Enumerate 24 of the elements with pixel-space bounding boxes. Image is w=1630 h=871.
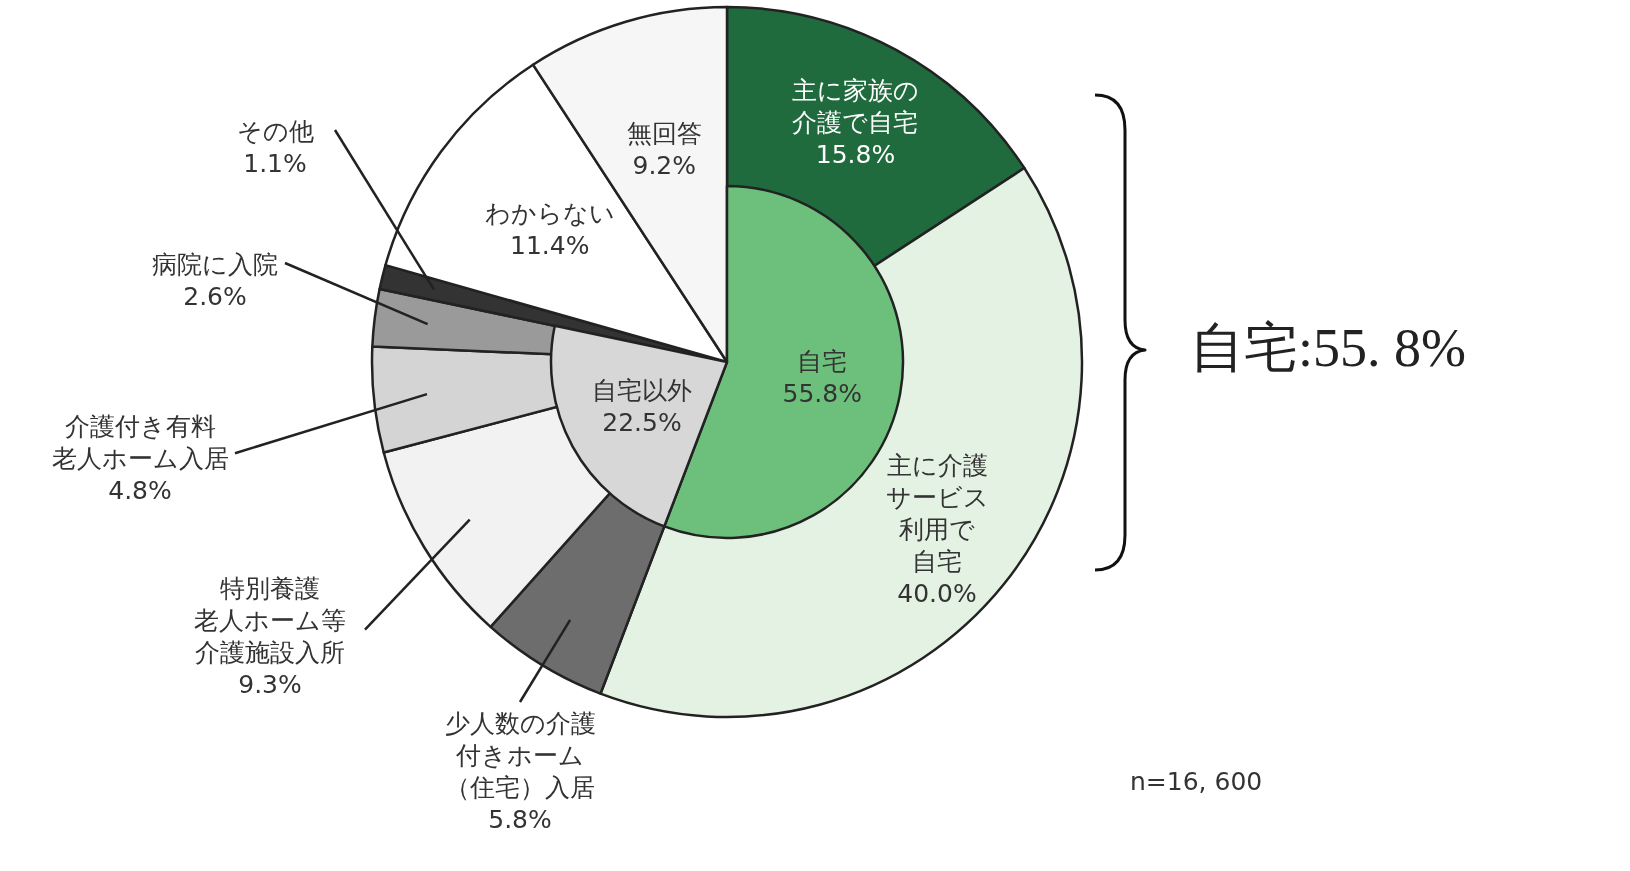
slice-label: 介護付き有料老人ホーム入居 xyxy=(51,412,229,473)
text: n=16, 600 xyxy=(1130,767,1263,796)
data-label: 9.3% xyxy=(238,670,302,699)
slice-label: 主に介護サービス利用で自宅 xyxy=(885,450,989,576)
data-label: 55.8% xyxy=(782,379,862,409)
slice-label: その他 xyxy=(236,117,314,146)
slice-label: 病院に入院 xyxy=(152,250,278,279)
slice-label: 自宅以外 xyxy=(592,375,693,405)
slice-label: 主に家族の介護で自宅 xyxy=(791,76,919,138)
data-label: 5.8% xyxy=(488,805,552,834)
data-label: 11.4% xyxy=(510,231,590,261)
slice-label: わからない xyxy=(484,199,615,229)
slice-label: 自宅 xyxy=(797,347,848,377)
slice-label: 特別養護老人ホーム等介護施設入所 xyxy=(194,574,346,667)
data-label: 9.2% xyxy=(632,150,697,180)
slice-label: 無回答 xyxy=(626,118,702,148)
data-label: 2.6% xyxy=(183,282,247,311)
data-label: 15.8% xyxy=(815,140,896,170)
data-label: 1.1% xyxy=(243,149,307,178)
data-label: 40.0% xyxy=(897,578,977,608)
data-label: 4.8% xyxy=(108,476,172,505)
slice-label: 少人数の介護付きホーム（住宅）入居 xyxy=(444,709,596,802)
data-label: 22.5% xyxy=(602,407,682,437)
text: 自宅:55. 8% xyxy=(1190,318,1466,378)
